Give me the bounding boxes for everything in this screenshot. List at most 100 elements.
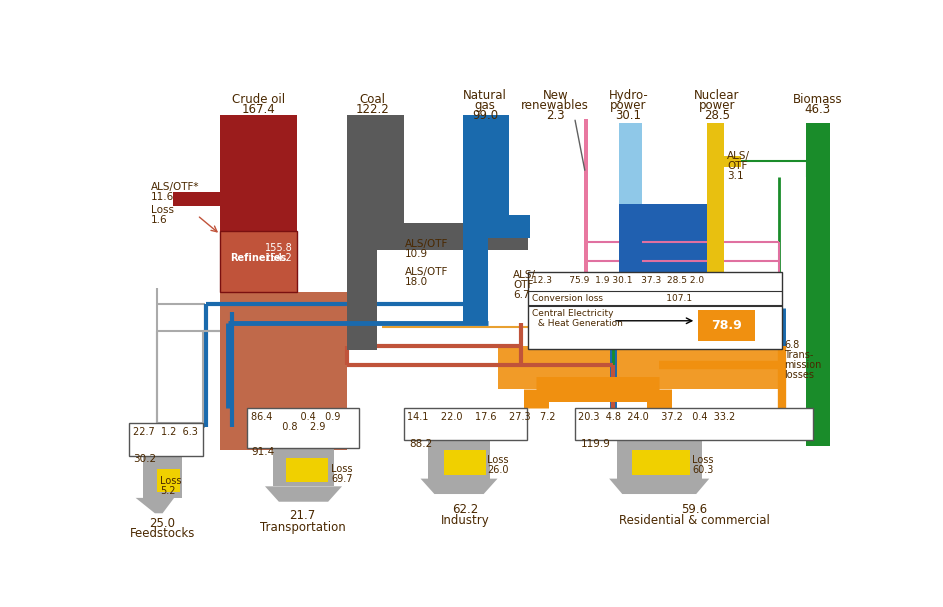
Bar [805, 123, 830, 446]
Bar [157, 469, 180, 492]
Text: gas: gas [474, 100, 496, 112]
Bar [286, 458, 328, 483]
Polygon shape [136, 498, 174, 514]
Bar [221, 231, 297, 293]
Text: 0.8    2.9: 0.8 2.9 [251, 422, 325, 432]
Text: 78.9: 78.9 [711, 319, 741, 332]
Text: Crude oil: Crude oil [232, 93, 286, 106]
Text: 14.1    22.0    17.6    27.3   7.2: 14.1 22.0 17.6 27.3 7.2 [407, 412, 556, 422]
Text: 46.3: 46.3 [804, 103, 831, 117]
Text: Trans-: Trans- [784, 350, 814, 360]
Text: Hydro-: Hydro- [608, 89, 648, 103]
Bar [642, 204, 707, 346]
Text: power: power [610, 100, 647, 112]
Text: 59.6: 59.6 [682, 503, 707, 516]
Text: 11.6: 11.6 [151, 192, 174, 202]
Bar [221, 115, 297, 239]
Text: ALS/: ALS/ [513, 270, 536, 280]
Text: 6.7: 6.7 [513, 290, 530, 300]
Text: ALS/OTF: ALS/OTF [405, 239, 449, 249]
Bar [143, 455, 182, 498]
Polygon shape [421, 479, 498, 494]
Text: Central Electricity: Central Electricity [532, 310, 614, 318]
Bar [347, 115, 404, 250]
Bar [488, 215, 530, 239]
Text: ALS/OTF*: ALS/OTF* [151, 182, 200, 192]
Bar [347, 250, 376, 350]
Text: Natural: Natural [463, 89, 507, 103]
Bar [273, 448, 334, 486]
Bar [574, 408, 813, 440]
Text: 26.0: 26.0 [487, 465, 508, 475]
Bar [528, 271, 783, 348]
Text: 12.3      75.9  1.9 30.1   37.3  28.5 2.0: 12.3 75.9 1.9 30.1 37.3 28.5 2.0 [532, 276, 704, 285]
Text: & Heat Generation: & Heat Generation [532, 319, 623, 328]
Text: renewables: renewables [521, 100, 589, 112]
Bar [498, 346, 783, 388]
Text: 91.4: 91.4 [251, 447, 274, 456]
Text: mission: mission [784, 360, 821, 370]
Text: Loss: Loss [151, 205, 174, 215]
Text: 99.0: 99.0 [472, 109, 498, 123]
Bar [221, 293, 347, 450]
Text: 69.7: 69.7 [331, 473, 353, 484]
Text: 2.3: 2.3 [546, 109, 565, 123]
Text: 30.2: 30.2 [133, 455, 157, 464]
Text: Loss: Loss [692, 455, 714, 465]
Polygon shape [609, 479, 709, 494]
Bar [129, 423, 203, 455]
Text: 122.2: 122.2 [356, 103, 389, 117]
Text: Refineries: Refineries [230, 253, 287, 263]
Text: Feedstocks: Feedstocks [130, 527, 195, 540]
Text: Transportation: Transportation [260, 521, 345, 534]
Bar [620, 123, 642, 204]
Text: losses: losses [784, 370, 814, 380]
Text: OTF: OTF [727, 161, 748, 171]
Text: 86.4         0.4   0.9: 86.4 0.4 0.9 [251, 412, 340, 422]
Text: power: power [699, 100, 736, 112]
Text: 155.8: 155.8 [265, 243, 292, 253]
Bar [443, 450, 486, 475]
Text: 30.1: 30.1 [616, 109, 641, 123]
Text: 3.1: 3.1 [727, 171, 744, 181]
Bar [633, 450, 690, 475]
Text: 28.5: 28.5 [704, 109, 730, 123]
Text: 119.9: 119.9 [581, 439, 610, 449]
Bar [620, 204, 642, 346]
Polygon shape [265, 486, 342, 502]
Text: ALS/: ALS/ [727, 151, 750, 161]
Text: Conversion loss                      107.1: Conversion loss 107.1 [532, 294, 692, 303]
Text: Loss: Loss [160, 476, 182, 486]
Text: Industry: Industry [440, 515, 489, 527]
Bar [707, 123, 724, 308]
Text: Residential & commercial: Residential & commercial [620, 515, 770, 527]
Text: 21.7: 21.7 [290, 509, 316, 522]
Bar [584, 119, 587, 346]
Text: 5.2: 5.2 [160, 486, 175, 496]
Text: 22.7  1.2  6.3: 22.7 1.2 6.3 [133, 427, 198, 438]
Text: Nuclear: Nuclear [694, 89, 739, 103]
Bar [617, 440, 702, 479]
Text: 167.4: 167.4 [242, 103, 275, 117]
Text: 10.9: 10.9 [405, 249, 428, 259]
Text: 62.2: 62.2 [452, 503, 478, 516]
Text: Coal: Coal [360, 93, 386, 106]
Bar [463, 115, 509, 215]
Bar [428, 440, 489, 479]
Bar [463, 215, 488, 323]
Text: 154.2: 154.2 [265, 253, 292, 263]
Text: 60.3: 60.3 [692, 465, 714, 475]
Text: 25.0: 25.0 [150, 517, 175, 530]
Text: Biomass: Biomass [793, 93, 843, 106]
Text: 18.0: 18.0 [405, 277, 428, 287]
Text: Loss: Loss [331, 464, 353, 473]
Bar [404, 408, 527, 440]
Text: New: New [542, 89, 568, 103]
Text: Loss: Loss [487, 455, 508, 465]
Bar [173, 192, 221, 206]
Text: 20.3  4.8  24.0    37.2   0.4  33.2: 20.3 4.8 24.0 37.2 0.4 33.2 [578, 412, 736, 422]
Bar [698, 310, 755, 341]
Text: 1.6: 1.6 [151, 215, 168, 225]
Text: 88.2: 88.2 [409, 439, 432, 449]
Text: OTF: OTF [513, 280, 534, 290]
